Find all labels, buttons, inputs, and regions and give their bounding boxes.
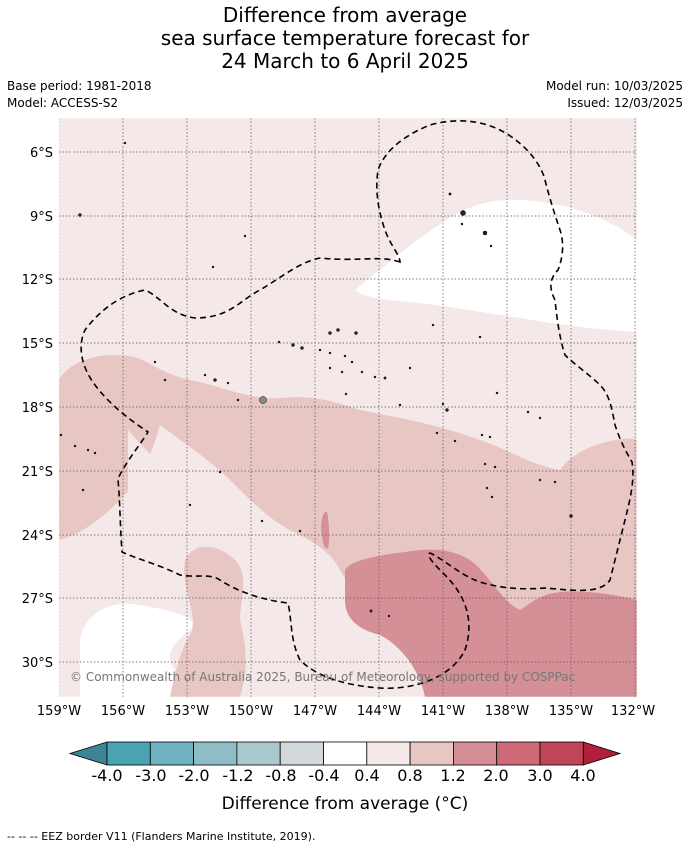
title-line-3: 24 March to 6 April 2025 <box>221 49 469 73</box>
field-1.2-2.0-spot <box>321 511 330 549</box>
colorbar-tick-label: 2.0 <box>483 766 509 785</box>
model-name: Model: ACCESS-S2 <box>7 96 119 110</box>
lat-labels: 6°S 9°S 12°S 15°S 18°S 21°S 24°S 27°S 30… <box>22 146 53 671</box>
colorbar <box>68 741 622 766</box>
title-line-1: Difference from average <box>222 3 468 27</box>
lat-label: 27°S <box>22 592 53 607</box>
lat-label: 9°S <box>30 210 53 225</box>
lat-label: 18°S <box>22 401 53 416</box>
colorbar-swatch <box>106 741 151 766</box>
colorbar-swatch <box>279 741 324 766</box>
map-frame <box>58 117 638 698</box>
eez-border <box>80 120 634 690</box>
eez-legend-note: -- -- -- EEZ border V11 (Flanders Marine… <box>7 830 316 843</box>
colorbar-title: Difference from average (°C) <box>221 794 469 814</box>
lat-label: 15°S <box>22 337 53 352</box>
lon-label: 144°W <box>357 704 401 719</box>
issued-date: Issued: 12/03/2025 <box>567 96 683 110</box>
colorbar-extend-low <box>68 741 108 766</box>
colorbar-tick-label: -0.4 <box>308 766 340 785</box>
colorbar-swatch <box>409 741 454 766</box>
lon-label: 153°W <box>165 704 209 719</box>
colorbar-tick-label: -2.0 <box>178 766 210 785</box>
meta-right: Model run: 10/03/2025 Issued: 12/03/2025 <box>546 78 683 112</box>
lon-label: 141°W <box>421 704 465 719</box>
colorbar-tick-label: 3.0 <box>527 766 553 785</box>
colorbar-swatch <box>366 741 411 766</box>
colorbar-swatch <box>496 741 541 766</box>
colorbar-tick-label: -4.0 <box>91 766 123 785</box>
lat-label: 21°S <box>22 465 53 480</box>
colorbar-tick-label: -3.0 <box>135 766 167 785</box>
copyright-text: © Commonwealth of Australia 2025, Bureau… <box>70 670 575 684</box>
title-line-2: sea surface temperature forecast for <box>160 26 530 50</box>
lat-label: 12°S <box>22 273 53 288</box>
colorbar-swatch <box>539 741 584 766</box>
lat-label: 24°S <box>22 529 53 544</box>
field-neutral-ne <box>355 199 637 332</box>
colorbar-tick-label: 4.0 <box>570 766 596 785</box>
colorbar-swatch <box>149 741 195 766</box>
lon-label: 138°W <box>485 704 529 719</box>
colorbar-swatch <box>323 741 368 766</box>
field-1.2-2.0-se <box>345 549 637 697</box>
colorbar-tick-label: -0.8 <box>265 766 297 785</box>
base-period: Base period: 1981-2018 <box>7 79 152 93</box>
colorbar-tick-label: 0.4 <box>354 766 380 785</box>
lon-label: 159°W <box>37 704 81 719</box>
model-run: Model run: 10/03/2025 <box>545 79 683 93</box>
lat-label: 6°S <box>30 146 53 161</box>
colorbar-swatch <box>193 741 238 766</box>
lon-labels: 159°W 156°W 153°W 150°W 147°W 144°W 141°… <box>37 704 655 719</box>
field-neutral-sw <box>80 603 195 697</box>
colorbar-tick-label: 1.2 <box>440 766 466 785</box>
lon-label: 150°W <box>229 704 273 719</box>
map-fields <box>59 118 637 697</box>
islands <box>59 141 573 618</box>
colorbar-swatch <box>452 741 498 766</box>
lon-label: 135°W <box>549 704 593 719</box>
colorbar-tick-label: -1.2 <box>222 766 254 785</box>
colorbar-tick-label: 0.8 <box>397 766 423 785</box>
lat-label: 30°S <box>22 656 53 671</box>
colorbar-swatch <box>236 741 281 766</box>
lon-label: 156°W <box>101 704 145 719</box>
colorbar-extend-high <box>582 741 622 766</box>
field-0.4-0.8-tongue <box>126 430 331 635</box>
lon-label: 132°W <box>611 704 655 719</box>
meta-left: Base period: 1981-2018 Model: ACCESS-S2 <box>7 78 152 112</box>
lon-label: 147°W <box>293 704 337 719</box>
